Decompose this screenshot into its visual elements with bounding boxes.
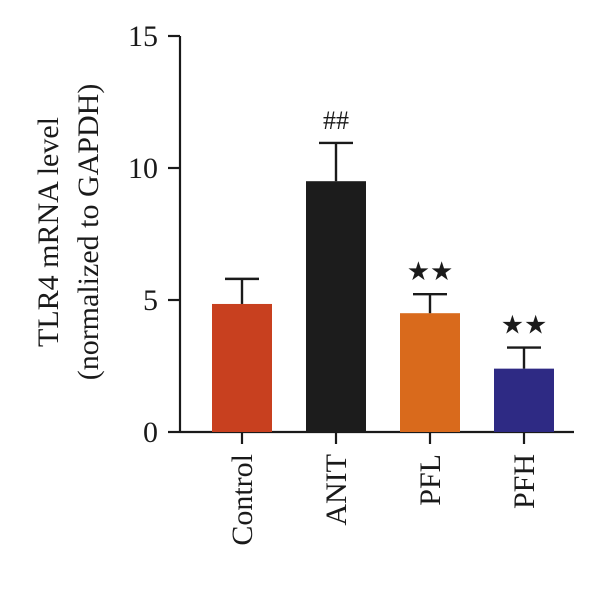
y-axis-label-line2: (normalized to GAPDH) — [72, 84, 105, 381]
y-tick-label: 10 — [128, 152, 158, 185]
annotation-pfh: ★★ — [501, 311, 548, 340]
category-labels: Control ANIT PFL PFH — [226, 454, 541, 546]
category-label-anit: ANIT — [320, 454, 353, 526]
category-label-control: Control — [226, 454, 259, 546]
bars — [212, 181, 554, 432]
bar-control — [212, 303, 272, 432]
bar-pfl — [400, 313, 460, 432]
y-tick-label: 5 — [143, 284, 158, 317]
bar-anit — [306, 181, 366, 432]
y-axis-label: TLR4 mRNA level (normalized to GAPDH) — [32, 84, 105, 381]
x-axis — [180, 430, 574, 444]
annotation-pfl: ★★ — [407, 257, 454, 286]
category-label-pfh: PFH — [508, 454, 541, 509]
y-axis: 0 5 10 15 — [128, 20, 182, 449]
annotation-anit: ## — [323, 106, 349, 135]
category-label-pfl: PFL — [414, 454, 447, 506]
significance-annotations: ## ★★ ★★ — [323, 106, 547, 340]
y-axis-label-line1: TLR4 mRNA level — [32, 117, 65, 347]
y-tick-label: 15 — [128, 20, 158, 53]
bar-pfh — [494, 368, 554, 432]
y-tick-label: 0 — [143, 416, 158, 449]
error-bars — [225, 141, 541, 369]
